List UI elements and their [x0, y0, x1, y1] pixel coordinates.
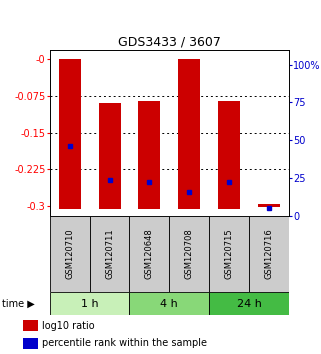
Bar [138, 101, 160, 209]
Bar [90, 216, 129, 292]
Bar [218, 101, 240, 209]
Text: percentile rank within the sample: percentile rank within the sample [42, 338, 207, 348]
Text: GSM120715: GSM120715 [225, 229, 234, 279]
Text: 24 h: 24 h [237, 298, 262, 309]
Bar [50, 216, 90, 292]
Text: log10 ratio: log10 ratio [42, 321, 95, 331]
Text: time ▶: time ▶ [2, 298, 34, 309]
Bar [129, 292, 209, 315]
Bar [258, 204, 280, 207]
Bar [129, 216, 169, 292]
Bar [209, 216, 249, 292]
Text: 1 h: 1 h [81, 298, 99, 309]
Bar [249, 216, 289, 292]
Bar [178, 59, 200, 209]
Text: 4 h: 4 h [160, 298, 178, 309]
Bar [50, 292, 129, 315]
Text: GSM120716: GSM120716 [265, 229, 273, 279]
Bar [23, 320, 38, 331]
Bar [99, 103, 120, 209]
Bar [59, 59, 81, 209]
Text: GSM120710: GSM120710 [65, 229, 74, 279]
Text: GSM120648: GSM120648 [145, 229, 154, 279]
Bar [23, 338, 38, 349]
Title: GDS3433 / 3607: GDS3433 / 3607 [118, 35, 221, 48]
Bar [169, 216, 209, 292]
Text: GSM120711: GSM120711 [105, 229, 114, 279]
Bar [209, 292, 289, 315]
Text: GSM120708: GSM120708 [185, 229, 194, 279]
